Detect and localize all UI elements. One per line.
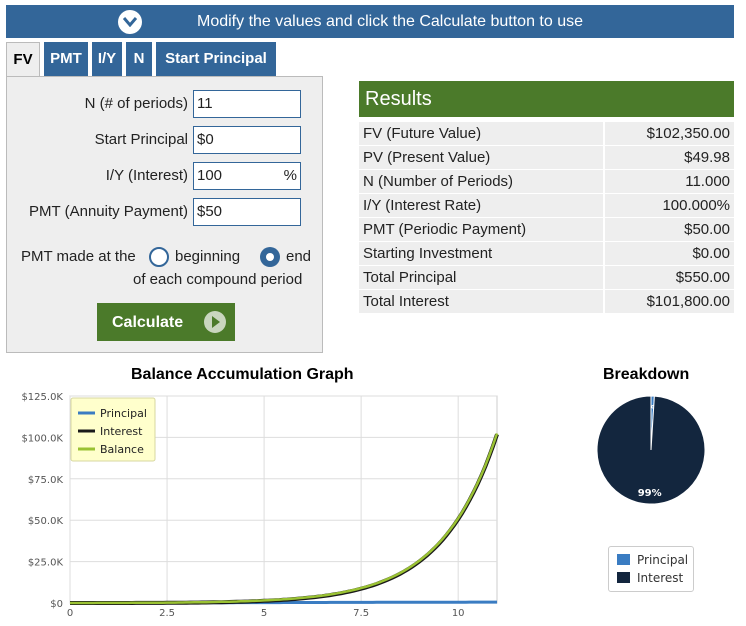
- pie-slice-interest: [596, 395, 706, 505]
- result-row-starting-investment: Starting Investment $0.00: [359, 242, 734, 265]
- result-row-total-interest: Total Interest $101,800.00: [359, 290, 734, 313]
- result-row-pv: PV (Present Value) $49.98: [359, 146, 734, 169]
- y-tick-label: $125.0K: [21, 392, 63, 403]
- y-tick-label: $25.0K: [28, 558, 64, 569]
- tab-pmt[interactable]: PMT: [44, 42, 88, 76]
- end-radio[interactable]: [260, 247, 280, 267]
- balance-graph-title: Balance Accumulation Graph: [131, 366, 354, 383]
- result-row-total-principal: Total Principal $550.00: [359, 266, 734, 289]
- calculate-button[interactable]: Calculate: [97, 303, 235, 341]
- result-value: 100.000%: [605, 194, 734, 217]
- result-value: 11.000: [605, 170, 734, 193]
- result-row-fv: FV (Future Value) $102,350.00: [359, 122, 734, 145]
- legend-label: Principal: [100, 407, 147, 420]
- result-label: N (Number of Periods): [359, 170, 603, 193]
- tab-fv[interactable]: FV: [6, 42, 40, 77]
- play-arrow-icon: [204, 311, 226, 333]
- beginning-radio[interactable]: [149, 247, 169, 267]
- timing-suffix: of each compound period: [133, 271, 303, 288]
- y-tick-label: $100.0K: [21, 433, 63, 444]
- pie-slice-label: 1%: [644, 404, 661, 415]
- result-row-iy: I/Y (Interest Rate) 100.000%: [359, 194, 734, 217]
- result-label: Total Principal: [359, 266, 603, 289]
- balance-accumulation-chart: $0 $25.0K $50.0K $75.0K $100.0K $125.0K 0 2.5 5 7…: [21, 392, 499, 619]
- legend-principal-label: Principal: [637, 553, 689, 567]
- pmt-label: PMT (Annuity Payment): [29, 203, 188, 220]
- result-label: PV (Present Value): [359, 146, 603, 169]
- results-table: FV (Future Value) $102,350.00 PV (Present…: [359, 117, 734, 313]
- legend-label: Balance: [100, 443, 144, 456]
- timing-prefix: PMT made at the: [21, 248, 136, 265]
- y-tick-label: $75.0K: [28, 475, 64, 486]
- result-label: Starting Investment: [359, 242, 603, 265]
- calculate-label: Calculate: [112, 314, 184, 331]
- tab-iy[interactable]: I/Y: [92, 42, 122, 76]
- chart-legend: Principal Interest Balance: [70, 397, 156, 462]
- beginning-label[interactable]: beginning: [175, 248, 241, 265]
- result-label: Total Interest: [359, 290, 603, 313]
- pie-legend: Principal Interest: [608, 546, 694, 592]
- result-value: $50.00: [605, 218, 734, 241]
- interest-input-value: 100: [197, 167, 223, 184]
- result-label: PMT (Periodic Payment): [359, 218, 603, 241]
- y-tick-label: $0: [50, 599, 63, 610]
- interest-input[interactable]: 100 %: [193, 162, 301, 190]
- n-input-value: 11: [197, 95, 213, 112]
- breakdown-title: Breakdown: [603, 366, 690, 383]
- result-label: I/Y (Interest Rate): [359, 194, 603, 217]
- legend-label: Interest: [100, 425, 143, 438]
- calculator-form: N (# of periods) 11 Start Principal $0 I…: [6, 76, 323, 353]
- legend-principal-swatch: [617, 554, 630, 565]
- start-principal-input-value: $0: [197, 131, 214, 148]
- pie-slice-label: 99%: [638, 488, 662, 499]
- result-value: $101,800.00: [605, 290, 734, 313]
- pmt-input-value: $50: [197, 203, 223, 220]
- x-tick-label: 5: [261, 608, 267, 619]
- x-tick-label: 7.5: [353, 608, 369, 619]
- tab-n[interactable]: N: [126, 42, 152, 76]
- result-value: $0.00: [605, 242, 734, 265]
- result-row-pmt: PMT (Periodic Payment) $50.00: [359, 218, 734, 241]
- y-tick-label: $50.0K: [28, 516, 64, 527]
- series-balance-line: [70, 433, 499, 605]
- x-tick-label: 2.5: [159, 608, 175, 619]
- result-value: $49.98: [605, 146, 734, 169]
- banner-text: Modify the values and click the Calculat…: [197, 13, 583, 30]
- result-value: $102,350.00: [605, 122, 734, 145]
- start-principal-label: Start Principal: [94, 131, 188, 148]
- breakdown-pie-chart: 1% 99%: [596, 395, 706, 505]
- legend-interest-swatch: [617, 572, 630, 583]
- start-principal-input[interactable]: $0: [193, 126, 301, 154]
- x-tick-label: 10: [452, 608, 465, 619]
- result-value: $550.00: [605, 266, 734, 289]
- interest-label: I/Y (Interest): [105, 167, 188, 184]
- x-tick-label: 0: [67, 608, 73, 619]
- n-label: N (# of periods): [84, 95, 188, 112]
- pmt-input[interactable]: $50: [193, 198, 301, 226]
- instructions-banner[interactable]: Modify the values and click the Calculat…: [6, 5, 734, 38]
- tab-start-principal[interactable]: Start Principal: [156, 42, 276, 76]
- legend-interest-label: Interest: [637, 571, 684, 585]
- collapse-toggle-icon[interactable]: [118, 10, 142, 34]
- result-row-n: N (Number of Periods) 11.000: [359, 170, 734, 193]
- percent-suffix: %: [283, 167, 297, 184]
- result-label: FV (Future Value): [359, 122, 603, 145]
- n-input[interactable]: 11: [193, 90, 301, 118]
- results-title: Results: [359, 81, 734, 117]
- results-panel: Results FV (Future Value) $102,350.00 PV …: [359, 81, 734, 313]
- end-label[interactable]: end: [286, 248, 312, 265]
